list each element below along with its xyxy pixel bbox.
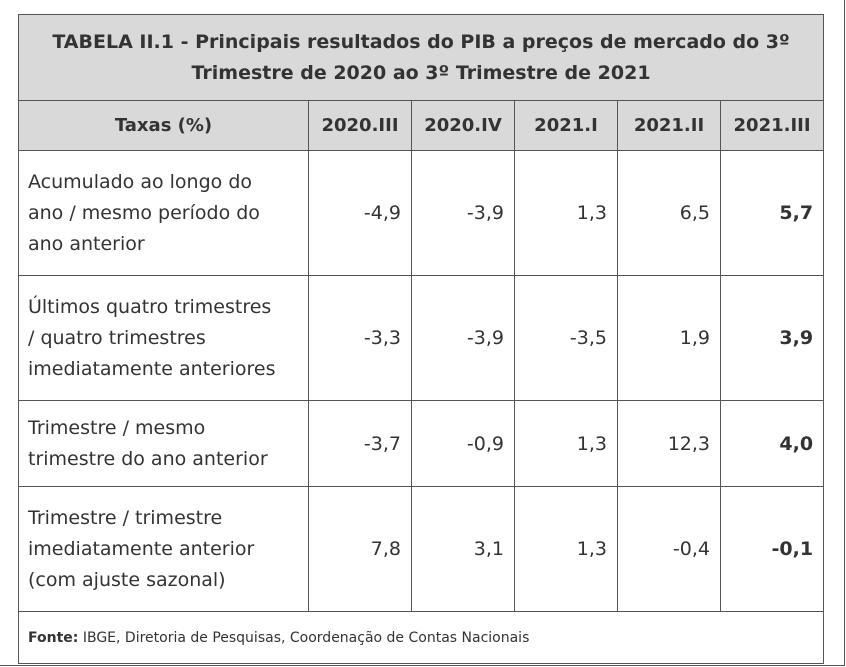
source-note: Fonte: IBGE, Diretoria de Pesquisas, Coo…: [17, 611, 825, 664]
value-cell: 12,3: [617, 400, 721, 487]
table-title: TABELA II.1 - Principais resultados do P…: [17, 14, 825, 101]
row-label-line: imediatamente anterior: [28, 537, 255, 560]
row-label-line: Últimos quatro trimestres: [28, 295, 272, 318]
value-cell-latest: 5,7: [719, 150, 825, 276]
row-label: Trimestre / mesmo trimestre do ano anter…: [18, 400, 309, 487]
row-label: Acumulado ao longo do ano / mesmo períod…: [18, 150, 309, 276]
value-cell: -3,3: [308, 275, 412, 401]
header-period: 2021.II: [617, 100, 721, 151]
header-period: 2021.III: [719, 100, 825, 151]
source-label: Fonte:: [28, 629, 79, 646]
source-row: Fonte: IBGE, Diretoria de Pesquisas, Coo…: [17, 611, 825, 664]
value-cell: -4,9: [308, 150, 412, 276]
table-row: Trimestre / trimestre imediatamente ante…: [18, 486, 825, 612]
gdp-table: TABELA II.1 - Principais resultados do P…: [17, 14, 825, 664]
value-cell: -0,9: [411, 400, 515, 487]
row-label-line: / quatro trimestres: [28, 326, 206, 349]
header-period: 2021.I: [514, 100, 618, 151]
header-taxas: Taxas (%): [18, 100, 309, 151]
value-cell: -0,4: [617, 486, 721, 612]
value-cell-latest: 4,0: [719, 400, 825, 487]
row-label-line: Acumulado ao longo do: [28, 170, 253, 193]
value-cell: 1,3: [514, 150, 618, 276]
row-label-line: ano anterior: [28, 232, 145, 255]
row-label-line: imediatamente anteriores: [28, 357, 276, 380]
value-cell: -3,9: [411, 275, 515, 401]
value-cell: -3,5: [514, 275, 618, 401]
value-cell: 7,8: [308, 486, 412, 612]
table-row: Últimos quatro trimestres / quatro trime…: [18, 275, 825, 401]
source-text: IBGE, Diretoria de Pesquisas, Coordenaçã…: [78, 629, 530, 646]
header-period: 2020.III: [308, 100, 412, 151]
row-label-line: Trimestre / trimestre: [28, 506, 223, 529]
header-row: Taxas (%) 2020.III 2020.IV 2021.I 2021.I…: [18, 100, 825, 151]
value-cell-latest: 3,9: [719, 275, 825, 401]
row-label: Trimestre / trimestre imediatamente ante…: [18, 486, 309, 612]
value-cell-latest: -0,1: [719, 486, 825, 612]
value-cell: 1,3: [514, 400, 618, 487]
table-title-line-1: TABELA II.1 - Principais resultados do P…: [52, 30, 790, 53]
value-cell: -3,7: [308, 400, 412, 487]
value-cell: -3,9: [411, 150, 515, 276]
row-label-line: Trimestre / mesmo: [28, 416, 206, 439]
value-cell: 1,9: [617, 275, 721, 401]
value-cell: 3,1: [411, 486, 515, 612]
row-label-line: trimestre do ano anterior: [28, 447, 268, 470]
table-row: Trimestre / mesmo trimestre do ano anter…: [18, 400, 825, 487]
table-title-line-2: Trimestre de 2020 ao 3º Trimestre de 202…: [191, 61, 651, 84]
header-period: 2020.IV: [411, 100, 515, 151]
row-label-line: ano / mesmo período do: [28, 201, 260, 224]
row-label-line: (com ajuste sazonal): [28, 568, 226, 591]
value-cell: 1,3: [514, 486, 618, 612]
table-row: Acumulado ao longo do ano / mesmo períod…: [18, 150, 825, 276]
value-cell: 6,5: [617, 150, 721, 276]
row-label: Últimos quatro trimestres / quatro trime…: [18, 275, 309, 401]
